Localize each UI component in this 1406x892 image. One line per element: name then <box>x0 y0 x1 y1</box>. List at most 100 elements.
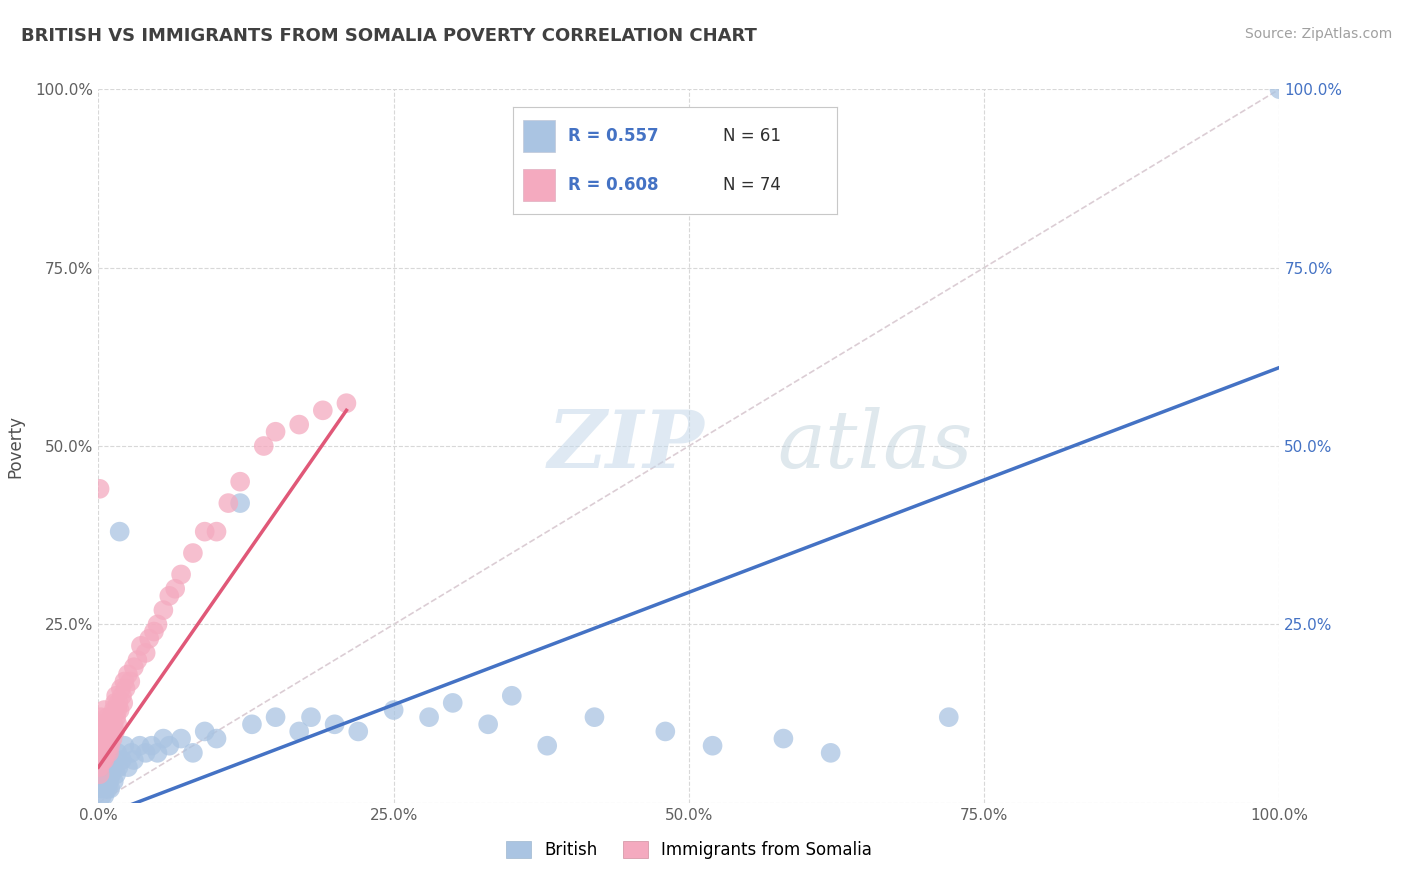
Point <box>1268 82 1291 96</box>
Point <box>138 632 160 646</box>
Point <box>104 696 127 710</box>
Point <box>205 524 228 539</box>
Point <box>105 703 128 717</box>
Text: BRITISH VS IMMIGRANTS FROM SOMALIA POVERTY CORRELATION CHART: BRITISH VS IMMIGRANTS FROM SOMALIA POVER… <box>21 27 756 45</box>
Point <box>128 739 150 753</box>
Point <box>91 717 114 731</box>
Point <box>91 781 114 796</box>
Point <box>94 717 117 731</box>
Point <box>181 746 204 760</box>
Point <box>264 710 287 724</box>
Point <box>181 546 204 560</box>
Point <box>96 760 118 774</box>
Point <box>97 731 120 746</box>
Text: Source: ZipAtlas.com: Source: ZipAtlas.com <box>1244 27 1392 41</box>
Point <box>91 731 114 746</box>
Point <box>120 674 142 689</box>
Point <box>90 781 112 796</box>
Point <box>152 731 174 746</box>
Point <box>146 746 169 760</box>
Point <box>98 739 121 753</box>
Point <box>135 646 157 660</box>
Point <box>157 739 180 753</box>
Point <box>323 717 346 731</box>
Point <box>98 731 121 746</box>
Point <box>117 760 139 774</box>
Point <box>127 653 149 667</box>
Point <box>217 496 239 510</box>
Point <box>194 524 217 539</box>
Point <box>170 567 193 582</box>
Point <box>97 781 120 796</box>
Point <box>97 710 120 724</box>
Point <box>91 739 114 753</box>
Point <box>96 724 118 739</box>
Point <box>146 617 169 632</box>
Point <box>89 739 111 753</box>
Text: R = 0.557: R = 0.557 <box>568 127 659 145</box>
Point <box>94 767 117 781</box>
Text: atlas: atlas <box>778 408 973 484</box>
Point <box>501 689 523 703</box>
Point <box>89 767 111 781</box>
Point <box>97 739 120 753</box>
Point <box>91 789 114 803</box>
Point <box>111 689 134 703</box>
Point <box>98 760 121 774</box>
Point <box>101 760 124 774</box>
Text: ZIP: ZIP <box>547 408 704 484</box>
Point <box>90 746 112 760</box>
Point <box>288 724 311 739</box>
Point <box>91 746 114 760</box>
Point <box>93 753 115 767</box>
Point <box>103 774 125 789</box>
Point <box>98 746 121 760</box>
Point <box>89 482 111 496</box>
Point <box>121 746 143 760</box>
Point <box>101 731 124 746</box>
Point <box>117 667 139 681</box>
Point <box>129 639 152 653</box>
Point <box>111 753 134 767</box>
Point <box>938 710 960 724</box>
Point <box>122 753 145 767</box>
Point <box>229 496 252 510</box>
Point <box>108 524 131 539</box>
Point <box>335 396 357 410</box>
Point <box>91 753 114 767</box>
Point <box>299 710 322 724</box>
FancyBboxPatch shape <box>523 169 555 202</box>
Point <box>105 746 128 760</box>
Text: R = 0.608: R = 0.608 <box>568 177 658 194</box>
Y-axis label: Poverty: Poverty <box>7 415 24 477</box>
Point <box>654 724 676 739</box>
Point <box>89 760 111 774</box>
Point <box>253 439 276 453</box>
Point <box>122 660 145 674</box>
Point <box>91 774 114 789</box>
Point <box>288 417 311 432</box>
Point <box>107 760 129 774</box>
Point <box>98 781 121 796</box>
Point <box>91 731 114 746</box>
Point <box>114 681 136 696</box>
Point <box>97 767 120 781</box>
Point <box>94 731 117 746</box>
Point <box>820 746 842 760</box>
Point <box>112 739 135 753</box>
Point <box>90 710 112 724</box>
Point <box>205 731 228 746</box>
Point <box>100 724 122 739</box>
Point <box>98 774 121 789</box>
Point <box>98 717 121 731</box>
Point <box>142 624 165 639</box>
Point <box>98 724 121 739</box>
Point <box>107 696 129 710</box>
Point <box>229 475 252 489</box>
Point <box>112 674 135 689</box>
Point <box>91 767 114 781</box>
Point <box>105 689 128 703</box>
Point <box>93 760 115 774</box>
Point <box>382 703 405 717</box>
Point <box>583 710 606 724</box>
